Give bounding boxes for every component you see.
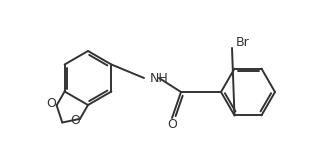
Text: O: O	[167, 117, 177, 130]
Text: O: O	[70, 114, 80, 127]
Text: NH: NH	[150, 72, 169, 84]
Text: Br: Br	[236, 36, 250, 50]
Text: O: O	[47, 97, 57, 110]
